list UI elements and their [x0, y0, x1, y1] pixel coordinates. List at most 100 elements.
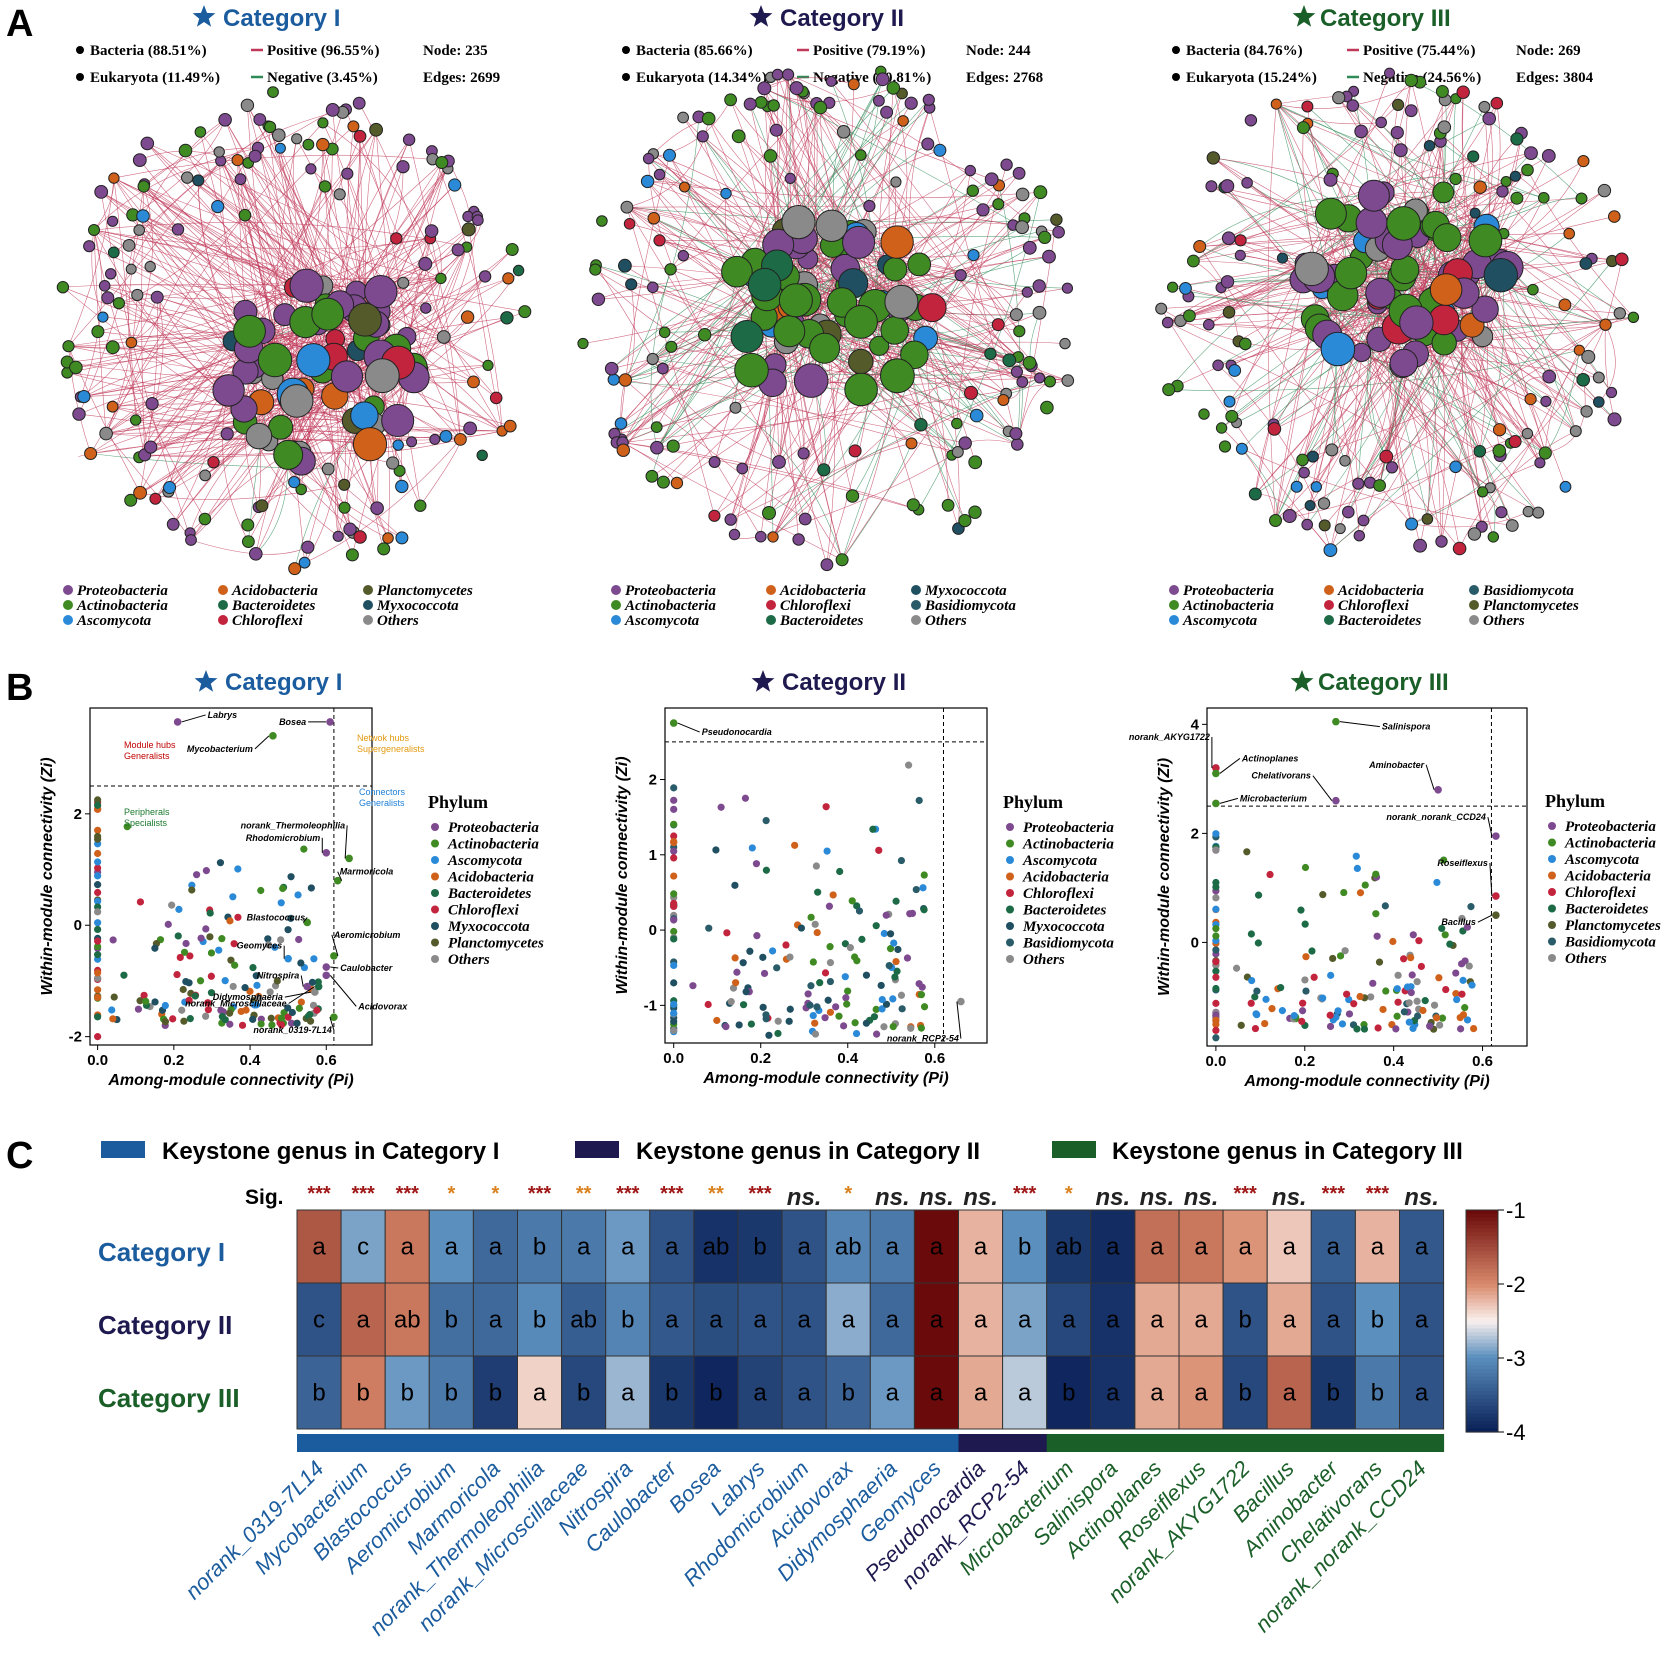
heatmap-letter: b — [1018, 1234, 1031, 1261]
sig-mark: ns. — [1404, 1184, 1439, 1211]
scatter-point — [234, 913, 242, 921]
network-edge — [139, 297, 159, 493]
network-edge — [1276, 103, 1382, 125]
y-tick-label: -1 — [644, 997, 657, 1014]
zi-title-cat1: Category I — [225, 669, 342, 696]
legend-dot — [218, 615, 228, 625]
scatter-point — [823, 847, 831, 855]
heatmap-cell — [472, 1355, 518, 1430]
quadrant-labels: Module hubs Generalists Netwok hubs Supe… — [124, 733, 425, 828]
network-node — [83, 240, 96, 253]
scatter-point — [760, 969, 769, 978]
heatmap-letter: b — [445, 1307, 458, 1334]
scatter-point — [1413, 997, 1421, 1005]
scatter-point — [851, 1019, 859, 1027]
heatmap-letter: b — [621, 1307, 634, 1334]
colorbar-band — [1466, 1235, 1498, 1241]
network-node — [880, 225, 914, 259]
y-tick-label: -2 — [69, 1029, 82, 1046]
scatter-point — [1252, 1010, 1260, 1018]
network-node — [112, 297, 126, 310]
keystone-label: Bosea — [279, 717, 306, 727]
stat-eukaryota: Eukaryota (14.34%) — [636, 70, 767, 86]
scatter-point — [843, 1000, 851, 1008]
heatmap-cell — [384, 1282, 430, 1357]
colorbar-band — [1466, 1298, 1498, 1304]
network-node — [754, 96, 768, 109]
heatmap-cell — [825, 1209, 871, 1284]
network-node — [302, 138, 315, 151]
category-bar-segment — [870, 1434, 915, 1452]
scatter-point — [1308, 947, 1316, 955]
network-node — [1357, 514, 1370, 527]
network-node — [318, 180, 332, 193]
network-node — [352, 427, 388, 462]
scatter-point — [1389, 937, 1397, 946]
network-node — [1009, 308, 1023, 322]
scatter-point — [175, 905, 183, 913]
network-edge — [787, 74, 1051, 382]
network-edge — [90, 126, 354, 454]
heatmap-cell — [1222, 1282, 1268, 1357]
network-node — [1022, 356, 1037, 370]
network-node — [305, 163, 317, 175]
network-node — [377, 542, 391, 556]
scatter-point — [907, 1024, 915, 1032]
heatmap-cell — [561, 1282, 607, 1357]
label-arrow — [181, 714, 206, 723]
network-node — [185, 534, 197, 546]
legend-dot — [611, 600, 621, 610]
scatter-point — [889, 1023, 897, 1031]
network-node — [984, 347, 997, 360]
network-node — [84, 447, 98, 460]
label-arrow — [329, 1017, 335, 1031]
network-node — [136, 209, 150, 223]
scatter-point — [1468, 981, 1476, 989]
colorbar-band — [1466, 1346, 1498, 1352]
stat-node: Node: 269 — [1516, 43, 1581, 59]
network-node — [835, 553, 849, 567]
scatter-point — [1310, 973, 1318, 981]
legend-dot — [218, 585, 228, 595]
network-node — [505, 243, 519, 256]
label-arrow — [288, 986, 315, 1004]
network-edge — [169, 378, 273, 488]
network-edge — [714, 382, 773, 516]
keystone-label: Caulobacter — [340, 963, 393, 973]
keystone-point — [1332, 796, 1340, 805]
scatter-point — [762, 866, 771, 874]
network-node — [646, 352, 659, 366]
legend-dot — [911, 600, 921, 610]
keystone-point — [303, 982, 312, 991]
scatter-point — [670, 961, 678, 970]
network-edge — [322, 122, 442, 279]
heatmap-letter: a — [1150, 1234, 1164, 1261]
network-edge — [1276, 104, 1362, 259]
network-node — [1379, 449, 1394, 464]
network-edge — [1354, 303, 1378, 484]
legend-swatch-cat3 — [1052, 1141, 1096, 1158]
keystone-label: Didymosphaeria — [213, 992, 283, 1002]
network-node — [1399, 305, 1434, 340]
scatter-point — [1417, 962, 1425, 971]
scatter-point — [880, 1023, 888, 1031]
scatter-point — [174, 932, 182, 940]
network-edge — [656, 362, 1030, 448]
scatter-point — [1302, 987, 1310, 995]
scatter-point — [1277, 984, 1285, 992]
scatter-point — [875, 846, 883, 854]
network-node — [397, 276, 410, 289]
scatter-point — [1442, 985, 1450, 994]
network-node — [1044, 375, 1056, 388]
network-edge — [764, 88, 992, 180]
network-node — [338, 478, 351, 491]
scatter-point — [1266, 870, 1274, 879]
heatmap-letter: ab — [835, 1234, 862, 1261]
scatter-point — [226, 1009, 234, 1017]
scatter-point — [1440, 856, 1448, 864]
keystone-point — [1492, 911, 1500, 919]
heatmap-letter: a — [886, 1380, 900, 1407]
sig-mark: *** — [1013, 1183, 1037, 1205]
heatmap-letter: b — [577, 1380, 590, 1407]
bullet-bacteria — [622, 46, 630, 54]
